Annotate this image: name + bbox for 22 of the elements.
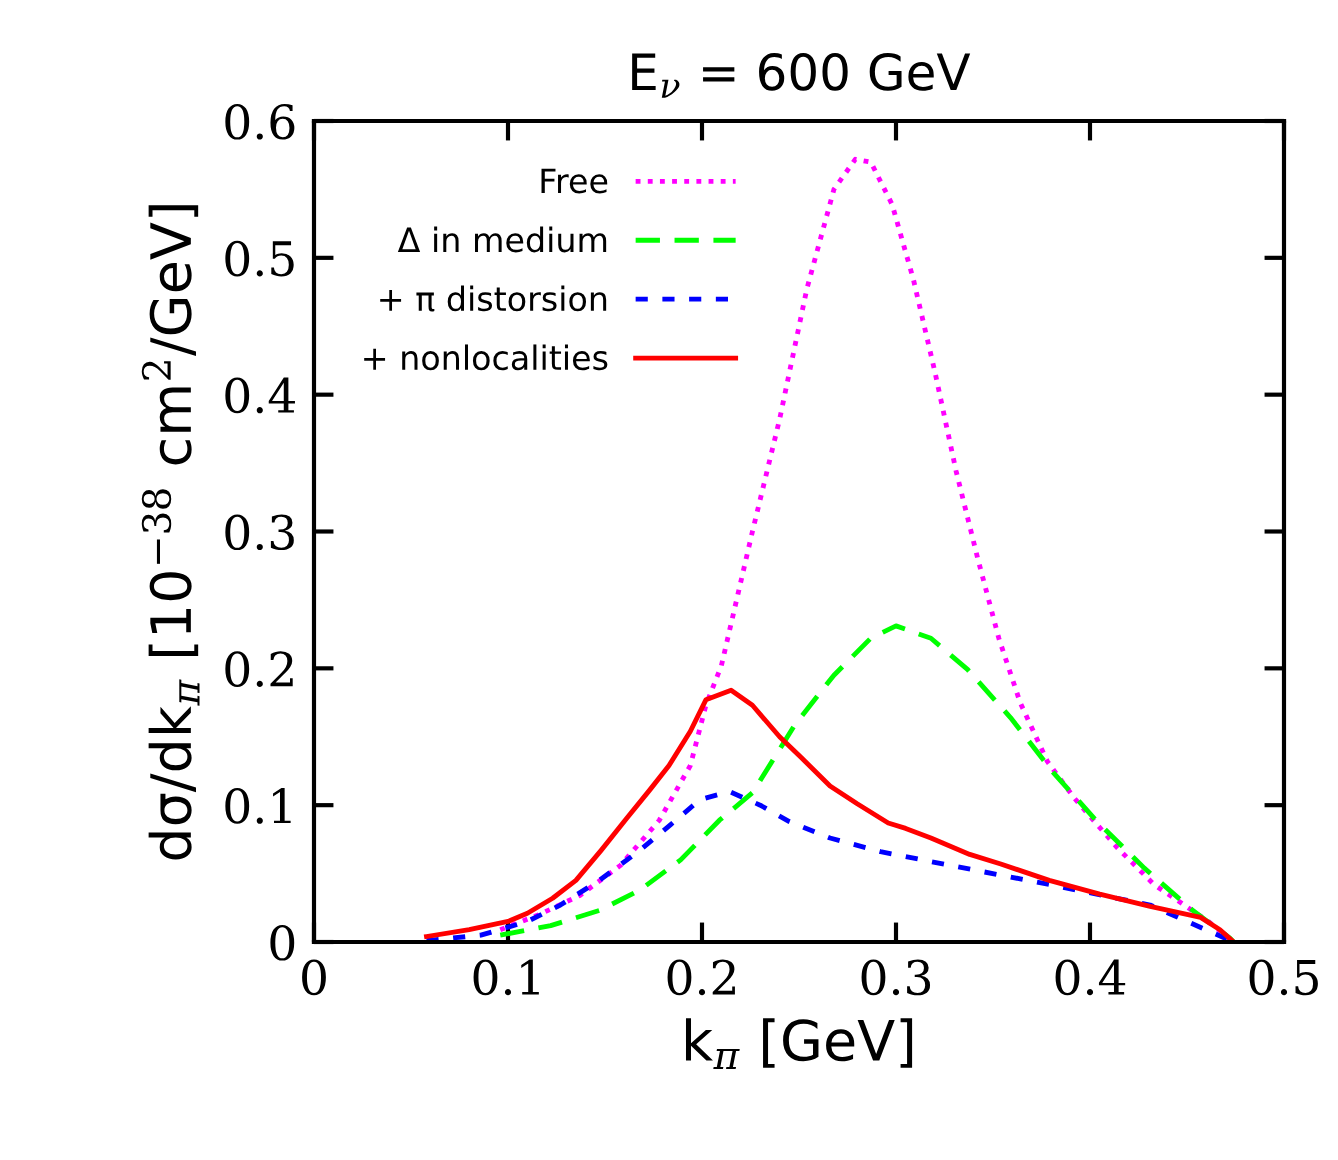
y-tick-label: 0 [270,924,295,961]
line-series [497,623,1236,942]
x-tick-label: 0.1 [473,959,539,996]
y-tick-label: 0.6 [225,103,295,140]
x-tick-label: 0.2 [667,959,735,996]
legend-label: + nonlocalities [364,344,608,371]
legend-label: Δ in medium [397,226,607,253]
chart-title: E$_{ν}$ = 600 GeV [632,52,971,98]
y-tick-label: 0.2 [225,651,293,687]
x-tick-label: 0.3 [861,959,931,996]
legend-label: Free [541,168,608,194]
x-tick-label: 0.5 [1249,959,1318,996]
legend-label: + π distorsion [380,285,607,312]
y-tick-label: 0.4 [225,377,295,414]
x-axis-title: k$_{π}$ [GeV] [685,1018,913,1070]
x-tick-label: 0.4 [1055,959,1126,996]
line-series [424,687,1236,942]
y-tick-label: 0.1 [225,788,291,824]
y-axis-title: dσ/dk$_{π}$ [10$^{−38}$ cm$^{2}$/GeV] [141,205,200,860]
x-tick-label: 0 [302,959,326,996]
y-tick-label: 0.5 [225,240,294,277]
y-tick-label: 0.3 [225,514,294,551]
